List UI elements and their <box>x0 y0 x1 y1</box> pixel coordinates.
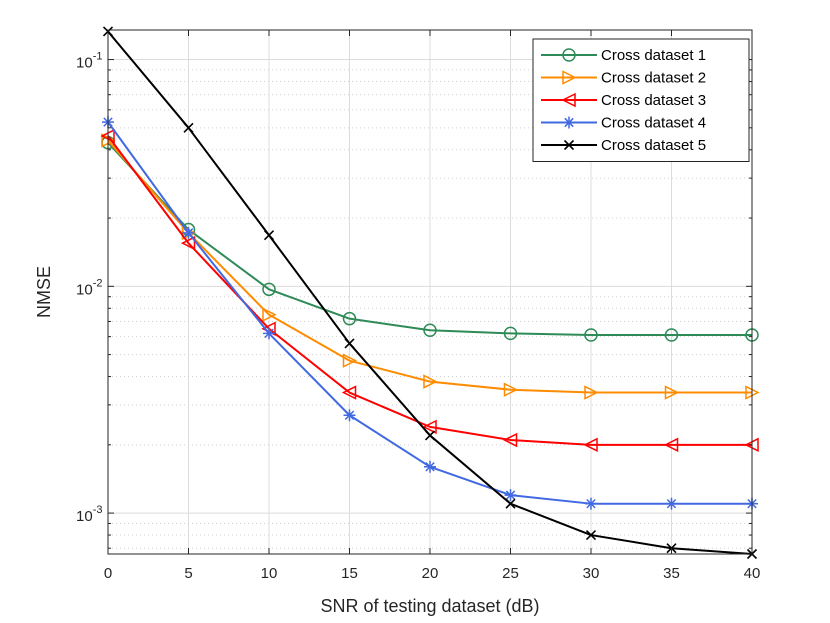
legend-entry: Cross dataset 3 <box>541 92 706 109</box>
data-point-triangle-right <box>664 385 680 400</box>
x-tick-label: 5 <box>184 565 192 582</box>
y-tick-exponent: -1 <box>93 51 103 63</box>
series-line-1 <box>107 141 752 336</box>
data-point-x <box>505 498 516 509</box>
data-point-asterisk <box>343 409 356 422</box>
legend-label: Cross dataset 3 <box>601 92 706 109</box>
data-point-x <box>263 230 275 241</box>
data-point-triangle-right <box>342 353 358 368</box>
x-tick-label: 20 <box>422 565 439 582</box>
x-tick-label: 10 <box>261 565 278 582</box>
y-axis-label: NMSE <box>34 266 54 318</box>
y-tick-base: 10 <box>76 55 93 72</box>
series-4 <box>102 116 758 510</box>
data-point-x <box>424 430 436 441</box>
legend-entry: Cross dataset 4 <box>541 115 706 132</box>
data-point-x <box>183 122 194 133</box>
x-tick-label: 25 <box>502 565 519 582</box>
data-point-triangle-left <box>180 235 196 251</box>
data-point-asterisk <box>182 226 195 239</box>
data-point-triangle-left <box>561 92 576 108</box>
data-point-x <box>585 529 597 541</box>
legend-entry: Cross dataset 2 <box>541 70 706 87</box>
legend-label: Cross dataset 5 <box>601 137 706 154</box>
data-point-asterisk <box>424 460 436 473</box>
data-point-asterisk <box>263 327 275 340</box>
data-point-circle <box>664 328 679 342</box>
data-point-triangle-right <box>262 307 277 322</box>
data-point-triangle-left <box>341 385 357 400</box>
y-tick-label: 10-3 <box>76 504 102 525</box>
data-point-triangle-right <box>584 385 599 400</box>
legend: Cross dataset 1 Cross dataset 2 Cross data… <box>532 38 750 162</box>
data-point-x <box>563 139 575 151</box>
y-tick-base: 10 <box>76 281 93 298</box>
legend-entry: Cross dataset 1 <box>541 47 706 64</box>
y-tick-base: 10 <box>76 508 93 525</box>
x-tick-label: 40 <box>744 565 761 582</box>
x-tick-label: 30 <box>583 565 600 582</box>
x-tick-label: 15 <box>341 565 358 582</box>
data-point-asterisk <box>665 497 678 510</box>
data-point-triangle-left <box>663 437 679 453</box>
data-point-asterisk <box>585 497 597 510</box>
y-tick-label: 10-1 <box>76 51 102 72</box>
data-point-x <box>344 338 355 349</box>
data-point-triangle-right <box>503 382 519 397</box>
legend-label: Cross dataset 4 <box>601 115 706 132</box>
data-point-triangle-left <box>422 419 437 435</box>
legend-entry: Cross dataset 5 <box>541 137 706 154</box>
legend-label: Cross dataset 2 <box>601 70 706 87</box>
data-point-triangle-right <box>562 70 577 85</box>
series-line-2 <box>107 139 752 394</box>
x-axis-label: SNR of testing dataset (dB) <box>320 596 539 616</box>
data-point-circle <box>503 326 518 341</box>
legend-label: Cross dataset 1 <box>601 47 706 64</box>
data-point-circle <box>262 282 276 297</box>
series-group <box>100 26 760 560</box>
data-point-triangle-left <box>502 432 518 448</box>
y-tick-exponent: -2 <box>93 277 103 289</box>
series-line-3 <box>107 135 752 446</box>
data-point-circle <box>562 48 576 62</box>
data-point-triangle-right <box>423 374 438 389</box>
data-point-asterisk <box>563 116 575 129</box>
data-point-circle <box>342 311 357 326</box>
data-point-circle <box>423 323 437 338</box>
y-tick-label: 10-2 <box>76 277 102 298</box>
data-point-circle <box>584 328 598 342</box>
x-tick-label: 0 <box>104 565 112 582</box>
x-tick-label: 35 <box>663 565 680 582</box>
data-point-triangle-left <box>583 437 598 453</box>
data-point-asterisk <box>504 489 517 502</box>
y-tick-exponent: -3 <box>93 504 103 516</box>
